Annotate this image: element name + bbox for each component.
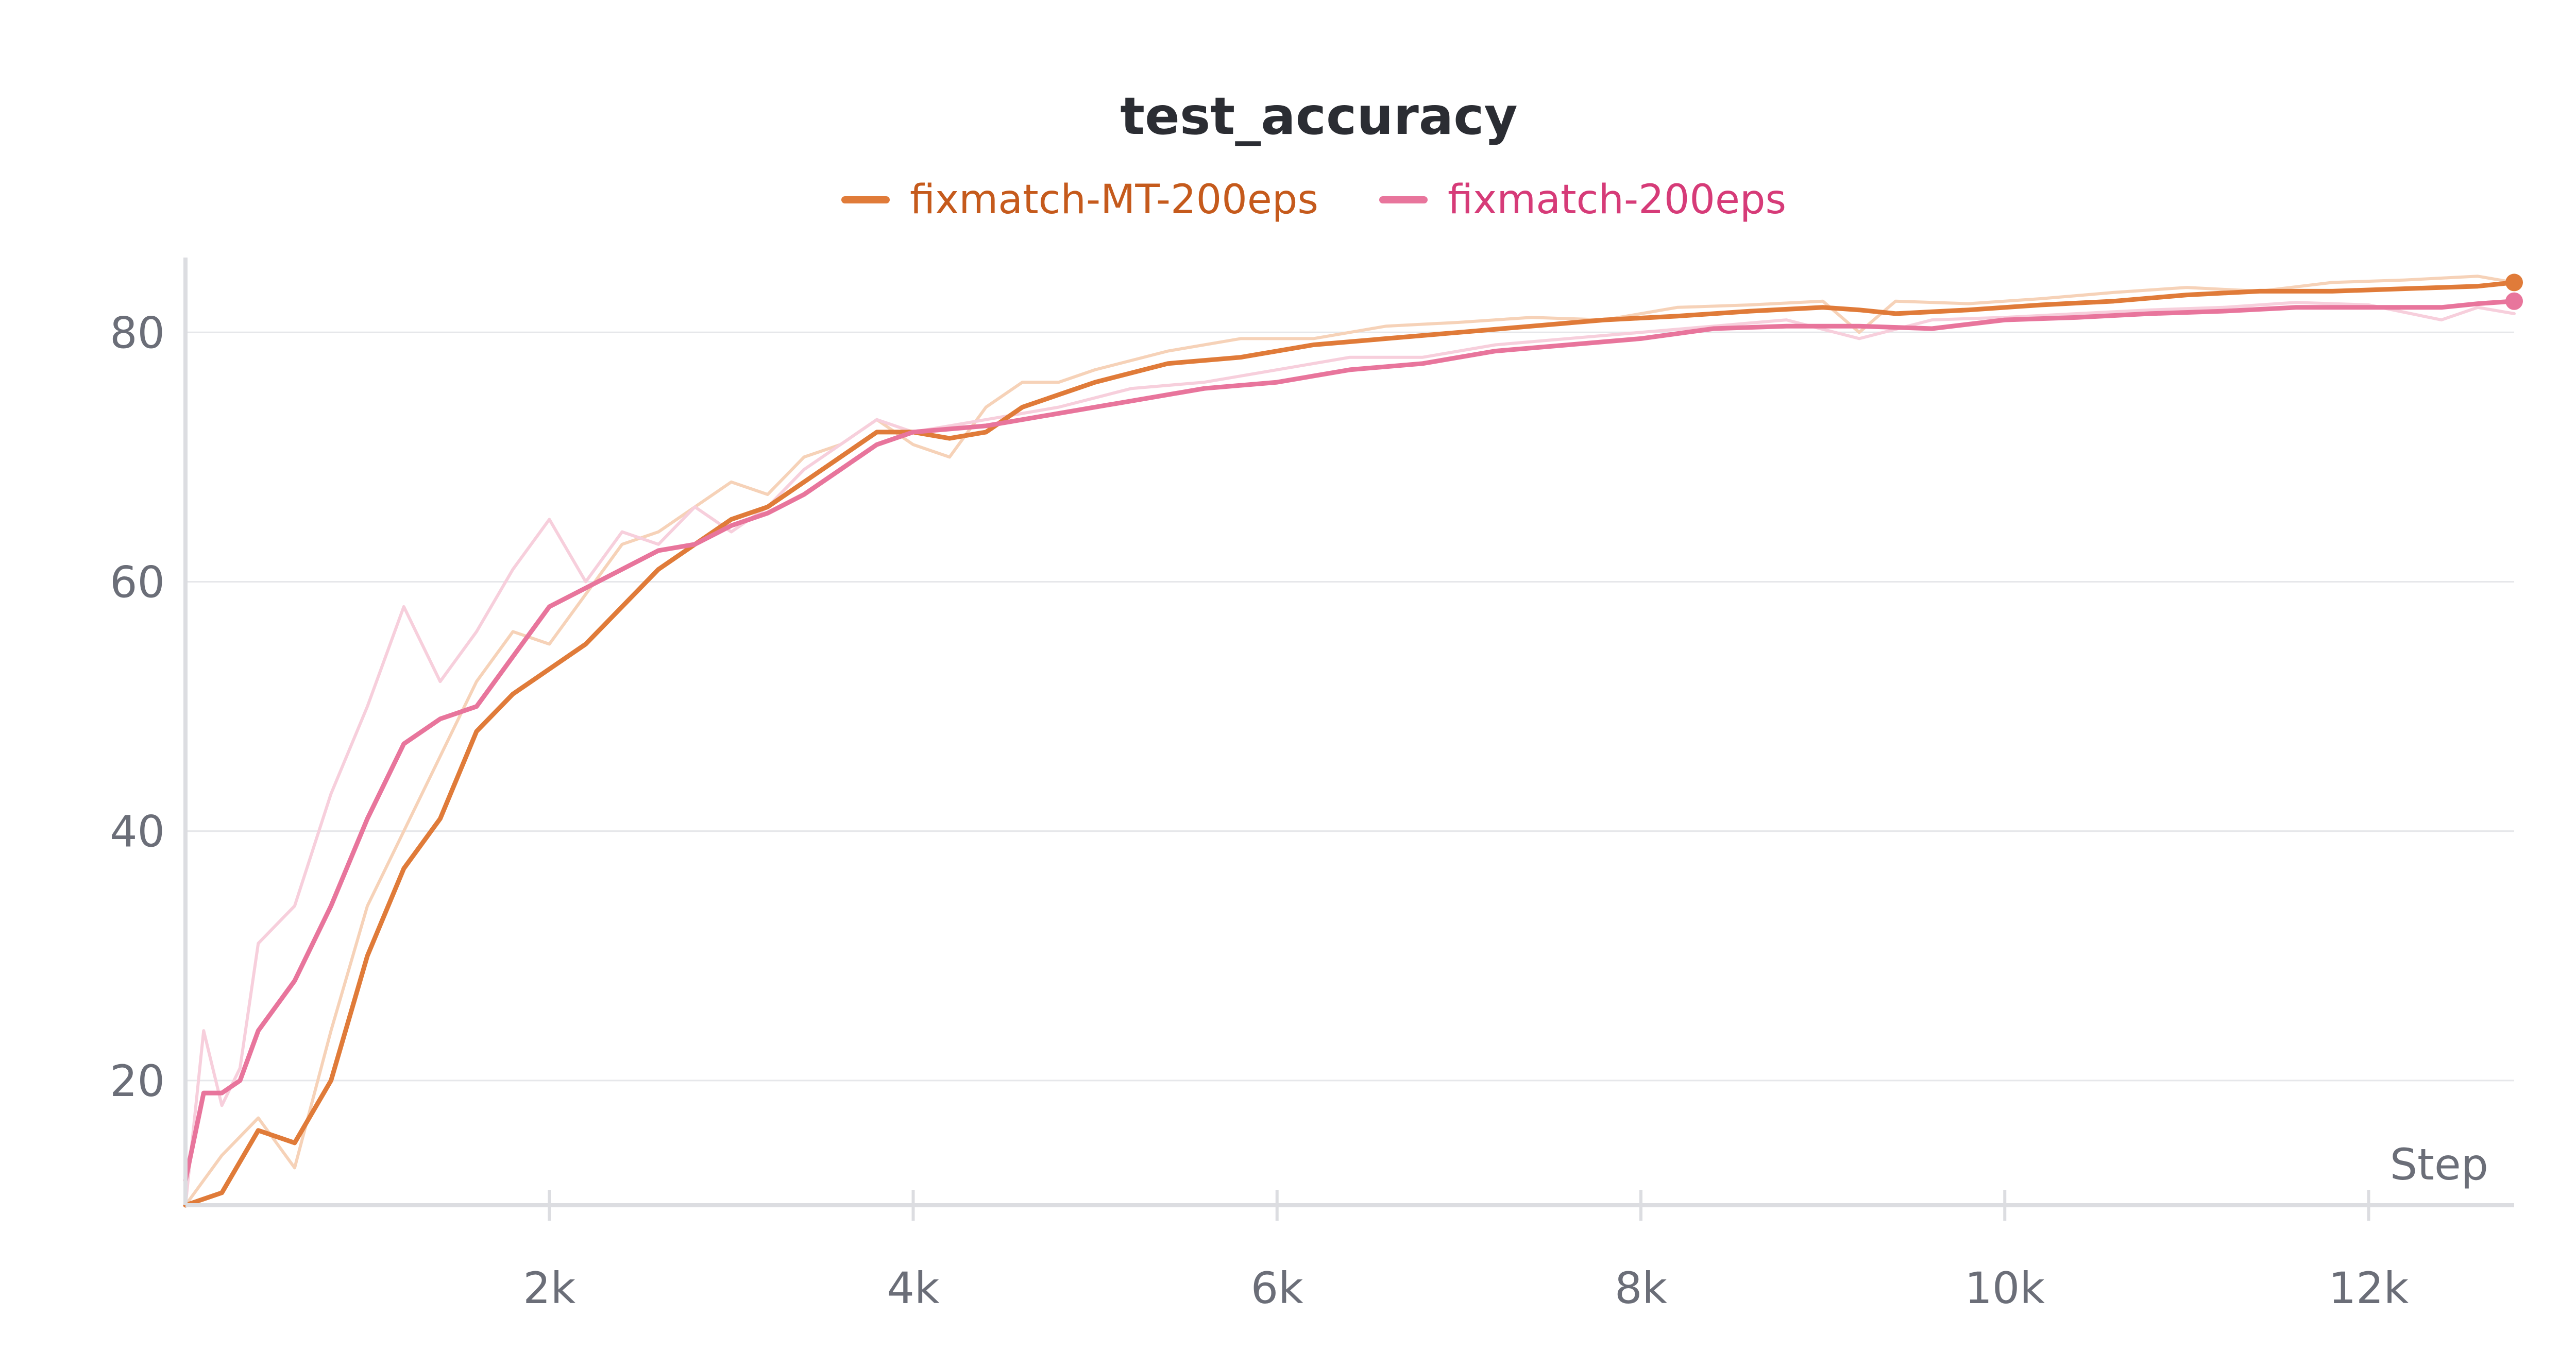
axes [183,258,2514,1221]
legend-label-1: fixmatch-200eps [1448,177,1786,223]
y-tick-label-1: 40 [110,807,165,857]
series-0-raw-line [184,275,2516,1207]
series-0-line [183,280,2517,1208]
x-tick-label-1: 4k [887,1263,939,1313]
series-1-end-point [2505,292,2523,310]
x-axis-title: Step [2390,1139,2488,1190]
grid [185,331,2514,1082]
x-tick-label-4: 10k [1964,1263,2045,1313]
series-1-raw-line [184,301,2516,1207]
x-tick-label-5: 12k [2329,1263,2409,1313]
x-tick-label-0: 2k [523,1263,575,1313]
raw-series-lines [184,275,2516,1207]
series-1-line [183,299,2517,1183]
tick-labels: 20 40 60 80 2k 4k 6k 8k 10k 12k [110,307,2409,1313]
y-tick-label-0: 20 [110,1056,165,1106]
chart-title: test_accuracy [1120,86,1517,146]
x-tick-label-3: 8k [1615,1263,1667,1313]
y-tick-label-3: 80 [110,307,165,358]
x-tick-label-2: 6k [1251,1263,1303,1313]
legend-item-1[interactable]: fixmatch-200eps [1379,177,1786,223]
series-0-end-point [2505,273,2523,292]
legend: fixmatch-MT-200eps fixmatch-200eps [841,177,1786,223]
legend-label-0: fixmatch-MT-200eps [910,177,1318,223]
y-tick-label-2: 60 [110,557,165,607]
smoothed-series-lines [183,273,2523,1208]
legend-item-0[interactable]: fixmatch-MT-200eps [841,177,1318,223]
